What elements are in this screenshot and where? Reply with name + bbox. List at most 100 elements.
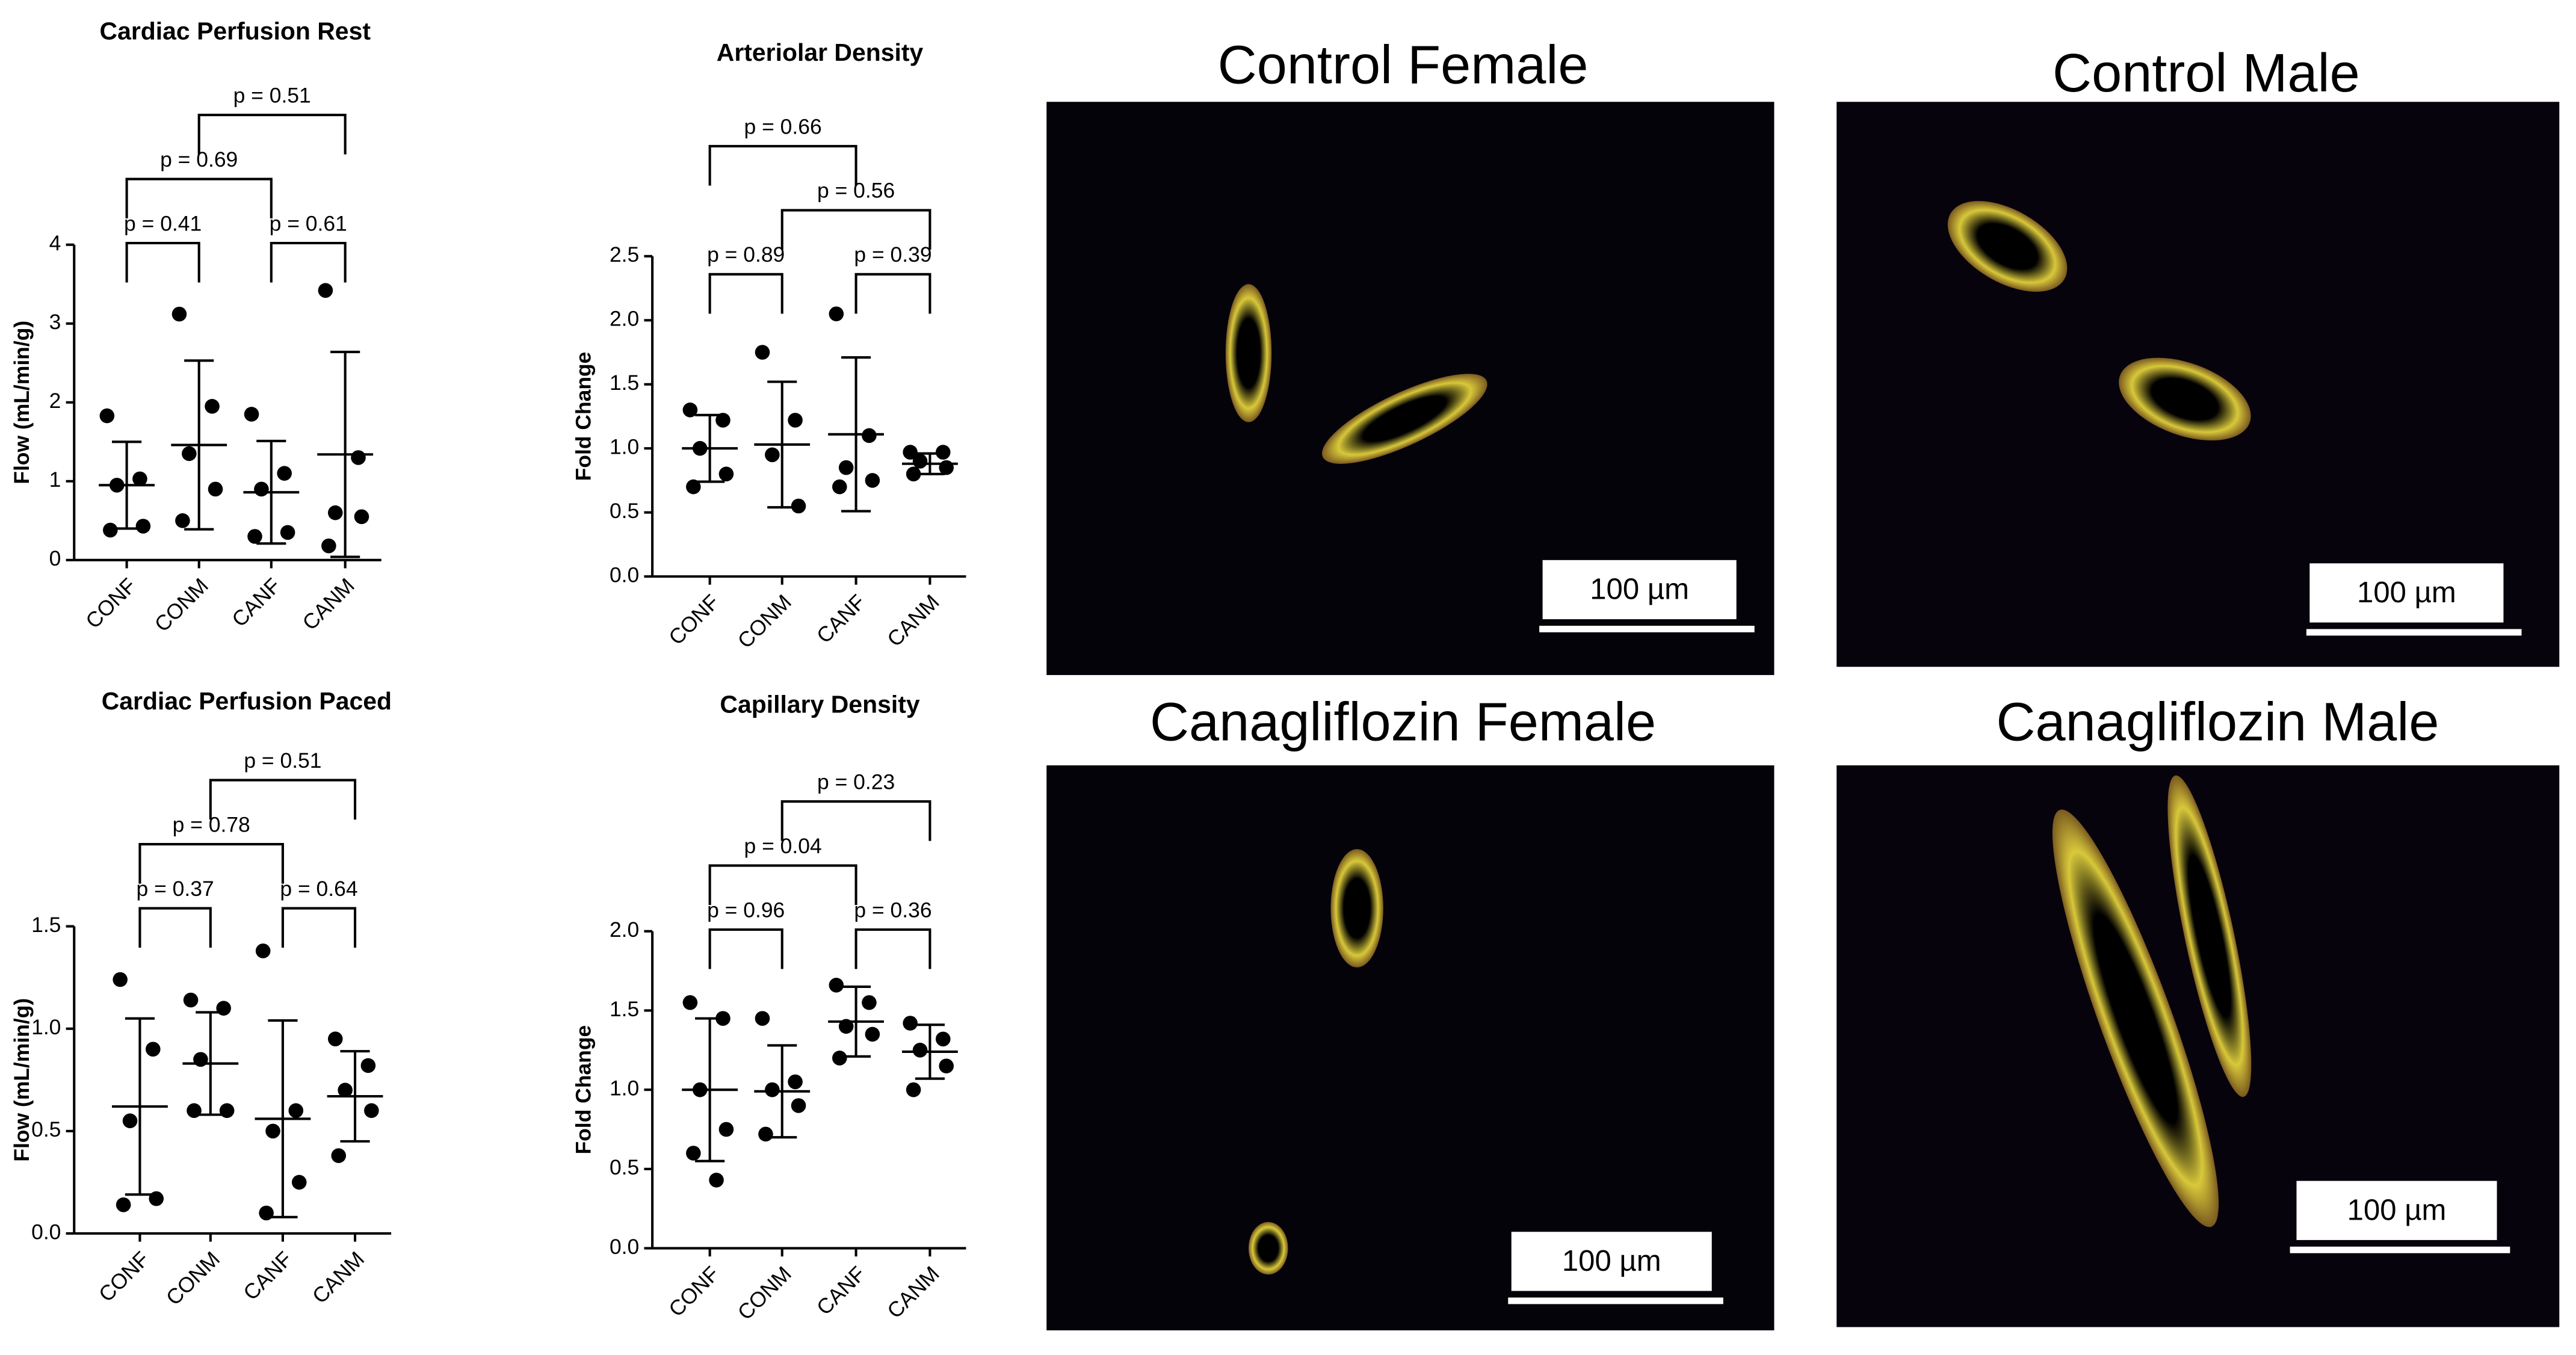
data-point (175, 513, 190, 528)
image-panel (1046, 102, 1774, 675)
data-point (755, 1011, 770, 1026)
p-value: p = 0.96 (707, 898, 785, 922)
y-tick-label: 2.0 (610, 918, 639, 942)
chart-title: Capillary Density (720, 691, 919, 718)
data-point (113, 972, 128, 987)
y-axis-label: Flow (mL/min/g) (10, 321, 34, 484)
error-bar (695, 413, 725, 483)
y-tick-label: 4 (49, 231, 61, 255)
x-tick-label: CANM (882, 1262, 944, 1323)
y-tick-label: 0.5 (610, 499, 639, 523)
error-bar (841, 985, 871, 1058)
p-value: p = 0.61 (270, 211, 347, 235)
p-value: p = 0.39 (854, 242, 931, 267)
x-tick-label: CONF (664, 590, 724, 649)
error-bar (915, 452, 945, 475)
error-bar (841, 356, 871, 513)
error-bar (196, 1011, 226, 1116)
x-tick-label: CANM (882, 590, 944, 651)
x-tick-label: CANF (812, 590, 870, 648)
comparison-bracket (854, 273, 931, 314)
x-tick-label: CONF (664, 1262, 724, 1321)
data-point (788, 1074, 803, 1090)
data-point (360, 1058, 376, 1073)
y-tick-label: 2.0 (610, 307, 639, 331)
chart-title: Arteriolar Density (717, 39, 924, 66)
vessel (1321, 374, 1487, 464)
error-bar (767, 380, 797, 509)
x-tick-label: CONM (733, 1262, 796, 1325)
data-point (718, 466, 734, 482)
data-point (865, 1026, 880, 1042)
data-point (255, 943, 271, 958)
y-tick-label: 1.5 (610, 997, 639, 1021)
data-point (939, 1058, 954, 1073)
comparison-bracket (854, 928, 931, 969)
comparison-bracket (197, 114, 347, 155)
x-tick-label: CONF (94, 1247, 153, 1306)
y-tick-label: 2 (49, 389, 61, 413)
vessel (2052, 809, 2219, 1227)
y-tick-label: 0.0 (31, 1220, 61, 1244)
data-point (132, 471, 147, 487)
y-tick-label: 0.5 (610, 1155, 639, 1179)
y-axis-label: Fold Change (572, 352, 596, 481)
data-point (935, 1031, 951, 1047)
data-point (288, 1103, 304, 1119)
data-point (99, 408, 115, 424)
comparison-bracket (125, 177, 273, 219)
data-point (715, 413, 730, 428)
data-point (205, 399, 220, 414)
x-tick-label: CANF (239, 1247, 297, 1305)
error-bar (184, 359, 214, 531)
data-point (791, 1098, 806, 1113)
image-title: Control Female (1218, 34, 1589, 95)
error-bar (268, 1019, 298, 1218)
data-point (865, 473, 880, 488)
error-bar (340, 1050, 370, 1143)
x-tick-label: CANM (307, 1247, 369, 1308)
data-point (338, 1082, 353, 1098)
p-value: p = 0.66 (744, 114, 822, 138)
p-value: p = 0.51 (244, 748, 321, 773)
p-value: p = 0.51 (233, 83, 311, 107)
data-point (327, 505, 343, 520)
image-panel (1836, 102, 2560, 667)
data-point (832, 479, 847, 495)
data-point (709, 1173, 724, 1188)
data-point (318, 283, 333, 298)
data-point (682, 403, 698, 418)
data-point (912, 1043, 928, 1058)
p-value: p = 0.41 (124, 211, 202, 235)
y-tick-label: 1.0 (610, 435, 639, 459)
data-point (351, 450, 366, 465)
data-point (758, 1126, 773, 1142)
data-point (765, 447, 780, 463)
data-point (116, 1197, 131, 1212)
data-point (145, 1042, 161, 1057)
data-point (247, 529, 262, 544)
data-point (244, 407, 259, 422)
y-axis-label: Flow (mL/min/g) (10, 998, 34, 1162)
data-point (912, 454, 928, 469)
x-tick-label: CANF (812, 1262, 870, 1320)
data-point (862, 995, 877, 1010)
scale-label: 100 µm (2347, 1194, 2447, 1227)
data-point (791, 498, 806, 514)
error-bar (330, 350, 360, 558)
x-tick-label: CONF (81, 573, 140, 633)
error-bar (915, 1023, 945, 1080)
p-value: p = 0.36 (854, 898, 931, 922)
data-point (122, 1113, 138, 1129)
data-point (862, 428, 877, 443)
data-point (718, 1122, 734, 1137)
data-point (906, 466, 921, 482)
image-title: Canagliflozin Male (1996, 691, 2439, 752)
y-tick-label: 1.0 (31, 1015, 61, 1039)
scale-box (1542, 560, 1737, 620)
x-tick-label: CANF (227, 573, 285, 632)
comparison-bracket (708, 273, 783, 314)
image-panel (1046, 765, 1774, 1331)
comparison-bracket (209, 779, 357, 820)
